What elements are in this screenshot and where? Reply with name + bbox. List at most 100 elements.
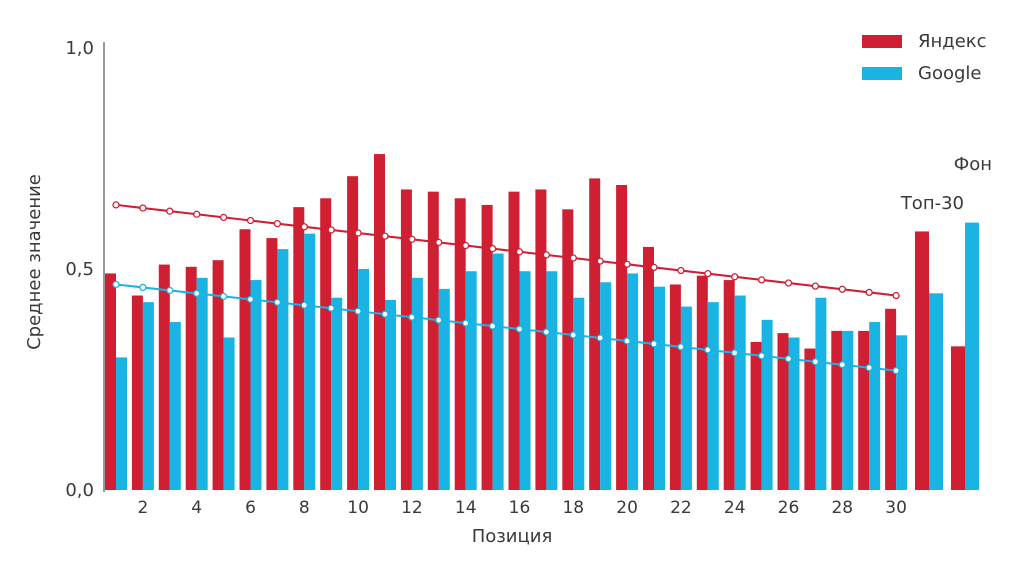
trend-point-google-24 xyxy=(731,349,739,357)
trend-point-google-25 xyxy=(757,352,766,360)
bar-yandex-17 xyxy=(535,189,547,490)
trend-point-google-5 xyxy=(219,292,228,301)
bar-yandex-3 xyxy=(158,264,170,490)
trend-point-yandex-9 xyxy=(327,226,335,234)
bar-google-26 xyxy=(788,337,800,490)
trend-point-yandex-27 xyxy=(811,282,820,290)
top30-label: Топ-30 xyxy=(900,193,964,214)
trend-point-yandex-10 xyxy=(354,229,362,237)
trend-point-google-27 xyxy=(811,358,820,366)
background-label: Фон xyxy=(953,154,992,175)
x-tick-label: 2 xyxy=(137,498,148,518)
x-tick-label: 24 xyxy=(724,498,746,518)
bar-google-12 xyxy=(411,277,423,490)
bar-background-yandex-2 xyxy=(951,346,965,490)
bar-yandex-25 xyxy=(750,341,762,490)
trend-point-google-19 xyxy=(596,334,604,342)
x-tick-label: 16 xyxy=(509,498,531,518)
bar-google-20 xyxy=(627,273,639,490)
trend-lines-group xyxy=(112,201,900,375)
trend-point-google-17 xyxy=(542,328,551,336)
bar-google-17 xyxy=(546,271,558,490)
x-axis-label: Позиция xyxy=(472,526,553,547)
trend-point-yandex-30 xyxy=(892,291,900,300)
trend-point-google-18 xyxy=(569,331,577,339)
bar-background-google-2 xyxy=(965,222,979,490)
trend-point-google-11 xyxy=(381,310,389,318)
trend-point-google-4 xyxy=(193,289,201,298)
trend-point-yandex-18 xyxy=(569,254,577,262)
bar-yandex-22 xyxy=(669,284,681,490)
trend-point-yandex-19 xyxy=(596,257,604,265)
trend-point-google-14 xyxy=(462,319,470,327)
bar-yandex-21 xyxy=(643,246,654,490)
bar-google-11 xyxy=(385,299,396,490)
bar-google-21 xyxy=(654,286,665,490)
bar-yandex-28 xyxy=(831,330,843,490)
bar-google-19 xyxy=(600,282,612,490)
bar-yandex-9 xyxy=(320,198,332,490)
x-tick-label: 28 xyxy=(831,498,853,518)
trend-point-yandex-25 xyxy=(757,276,766,284)
bar-google-6 xyxy=(250,280,262,490)
trend-point-google-10 xyxy=(354,307,362,315)
legend-label-google: Google xyxy=(918,62,982,84)
trend-point-yandex-28 xyxy=(838,285,846,293)
legend-label-yandex: Яндекс xyxy=(918,30,987,52)
bar-yandex-30 xyxy=(885,308,897,490)
trend-point-yandex-1 xyxy=(112,201,120,209)
legend-swatch-google xyxy=(862,66,902,80)
trend-point-yandex-13 xyxy=(435,238,443,247)
bar-yandex-1 xyxy=(105,273,116,490)
legend-item-yandex: Яндекс xyxy=(862,30,992,52)
x-tick-label: 14 xyxy=(455,498,477,518)
bar-google-2 xyxy=(142,302,154,490)
y-axis-label: Среднее значение xyxy=(24,174,45,350)
trend-point-google-23 xyxy=(704,346,712,354)
trend-point-yandex-8 xyxy=(300,223,308,231)
trend-point-yandex-20 xyxy=(623,260,631,268)
trend-point-google-6 xyxy=(246,295,255,303)
bar-yandex-6 xyxy=(239,229,251,490)
bar-yandex-13 xyxy=(427,191,439,490)
x-ticks-group: 2 4 6 8 10 12 14 16 18 20 22 24 26 28 30 xyxy=(137,498,906,518)
bar-yandex-11 xyxy=(374,154,385,490)
bar-google-25 xyxy=(761,319,773,490)
y-tick-label: 1,0 xyxy=(65,38,94,59)
trend-point-google-2 xyxy=(139,283,147,292)
trend-point-yandex-6 xyxy=(246,216,255,225)
bar-yandex-8 xyxy=(293,207,305,490)
trend-point-yandex-24 xyxy=(731,273,739,281)
bar-google-24 xyxy=(734,295,746,490)
trend-line-google xyxy=(115,283,897,372)
bar-google-23 xyxy=(707,302,719,490)
trend-point-google-15 xyxy=(488,322,497,330)
x-tick-label: 20 xyxy=(616,498,638,518)
x-tick-label: 12 xyxy=(401,498,423,518)
bar-yandex-4 xyxy=(185,266,197,490)
bar-google-8 xyxy=(304,233,316,490)
trend-point-yandex-21 xyxy=(650,263,658,272)
trend-point-yandex-16 xyxy=(515,248,524,256)
legend-swatch-yandex xyxy=(862,34,902,48)
trend-point-google-1 xyxy=(112,280,120,289)
bar-yandex-5 xyxy=(212,260,224,490)
trend-point-yandex-22 xyxy=(677,266,685,275)
bar-yandex-18 xyxy=(562,209,574,490)
bar-background-google-1 xyxy=(929,293,943,490)
bar-google-14 xyxy=(465,271,477,490)
bar-yandex-26 xyxy=(777,333,789,490)
trend-point-yandex-11 xyxy=(381,232,389,240)
bar-google-9 xyxy=(331,297,343,490)
bar-google-4 xyxy=(196,277,208,490)
trend-point-google-8 xyxy=(300,301,308,309)
trend-point-yandex-26 xyxy=(784,279,793,287)
bar-google-28 xyxy=(842,330,854,490)
trend-point-yandex-29 xyxy=(865,288,873,297)
bar-google-3 xyxy=(169,322,181,490)
trend-point-yandex-12 xyxy=(408,235,416,243)
y-ticks-group: 0,0 0,5 1,0 xyxy=(65,38,94,501)
y-tick-label: 0,5 xyxy=(65,259,94,280)
bar-google-1 xyxy=(116,357,127,490)
